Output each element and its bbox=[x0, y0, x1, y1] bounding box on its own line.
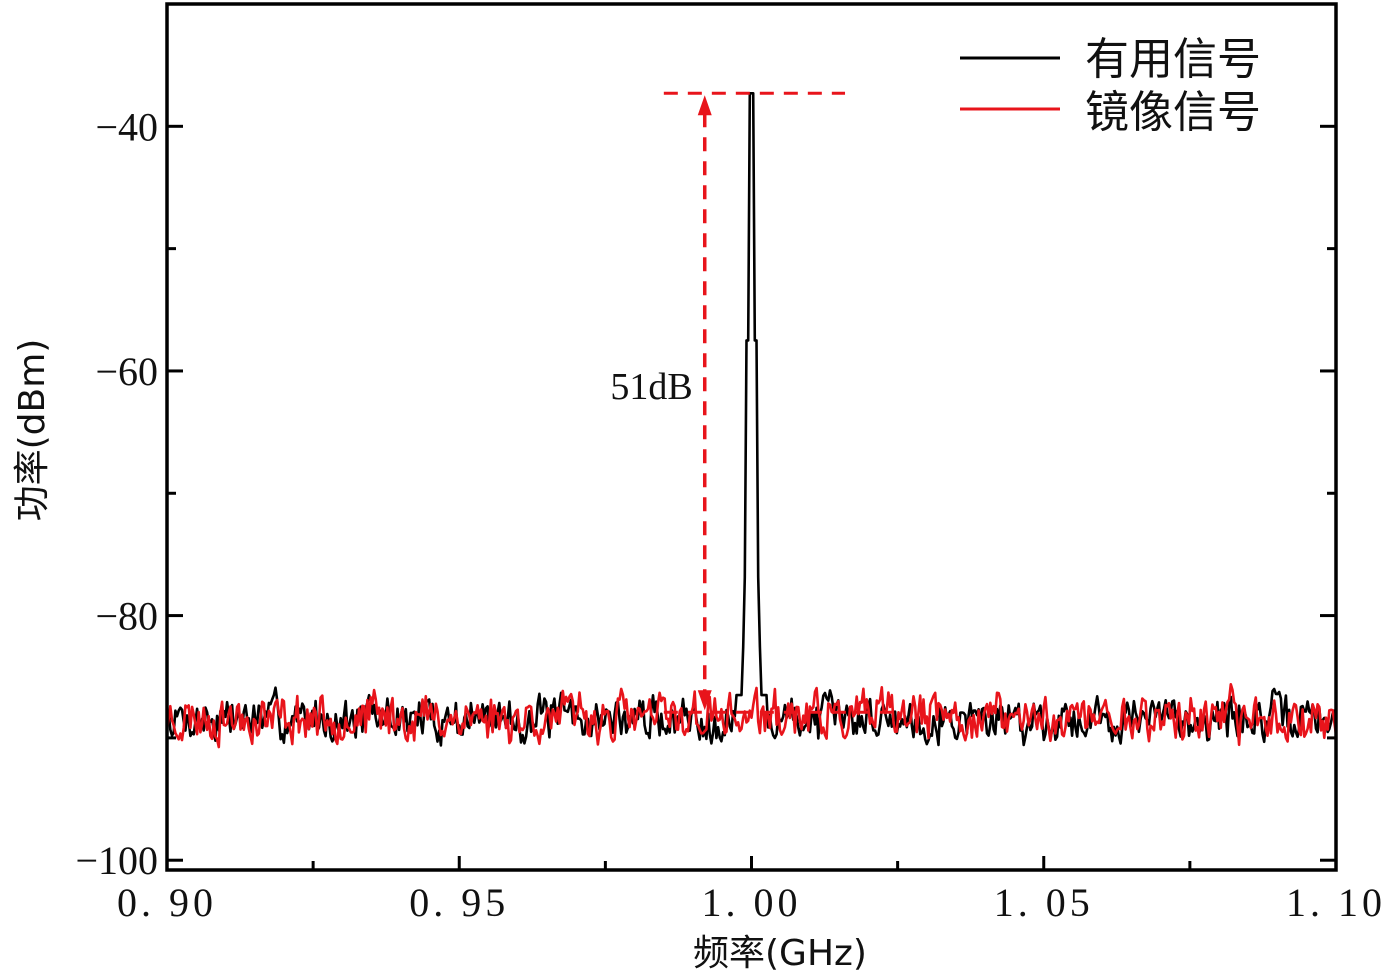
x-axis-tick-labels: 0. 90 0. 95 1. 00 1. 05 1. 10 bbox=[117, 880, 1386, 925]
y-tick-label: −60 bbox=[95, 349, 158, 394]
legend-label-image-signal: 镜像信号 bbox=[1085, 87, 1261, 138]
x-tick-label: 0. 95 bbox=[409, 880, 509, 925]
y-axis-tick-labels: −40 −60 −80 −100 bbox=[75, 104, 158, 883]
axis-ticks bbox=[165, 124, 1338, 870]
x-tick-label: 1. 10 bbox=[1286, 880, 1386, 925]
plot-area bbox=[167, 91, 1336, 749]
attenuation-annotation bbox=[663, 91, 898, 714]
legend-label-useful-signal: 有用信号 bbox=[1085, 34, 1261, 85]
x-tick-label: 1. 05 bbox=[994, 880, 1094, 925]
x-axis-title: 频率(GHz) bbox=[693, 933, 867, 974]
y-tick-label: −40 bbox=[95, 104, 158, 149]
legend: 有用信号 镜像信号 bbox=[960, 34, 1261, 138]
y-axis-title: 功率(dBm) bbox=[12, 339, 53, 522]
arrow-up-icon bbox=[697, 95, 712, 116]
series-image-signal-line bbox=[167, 682, 1336, 749]
annotation-label: 51dB bbox=[610, 366, 692, 408]
arrow-down-icon bbox=[697, 690, 712, 711]
y-tick-label: −100 bbox=[75, 838, 158, 883]
y-tick-label: −80 bbox=[95, 594, 158, 639]
x-tick-label: 1. 00 bbox=[702, 880, 802, 925]
series-useful-signal-line bbox=[167, 92, 1336, 747]
x-tick-label: 0. 90 bbox=[117, 880, 217, 925]
